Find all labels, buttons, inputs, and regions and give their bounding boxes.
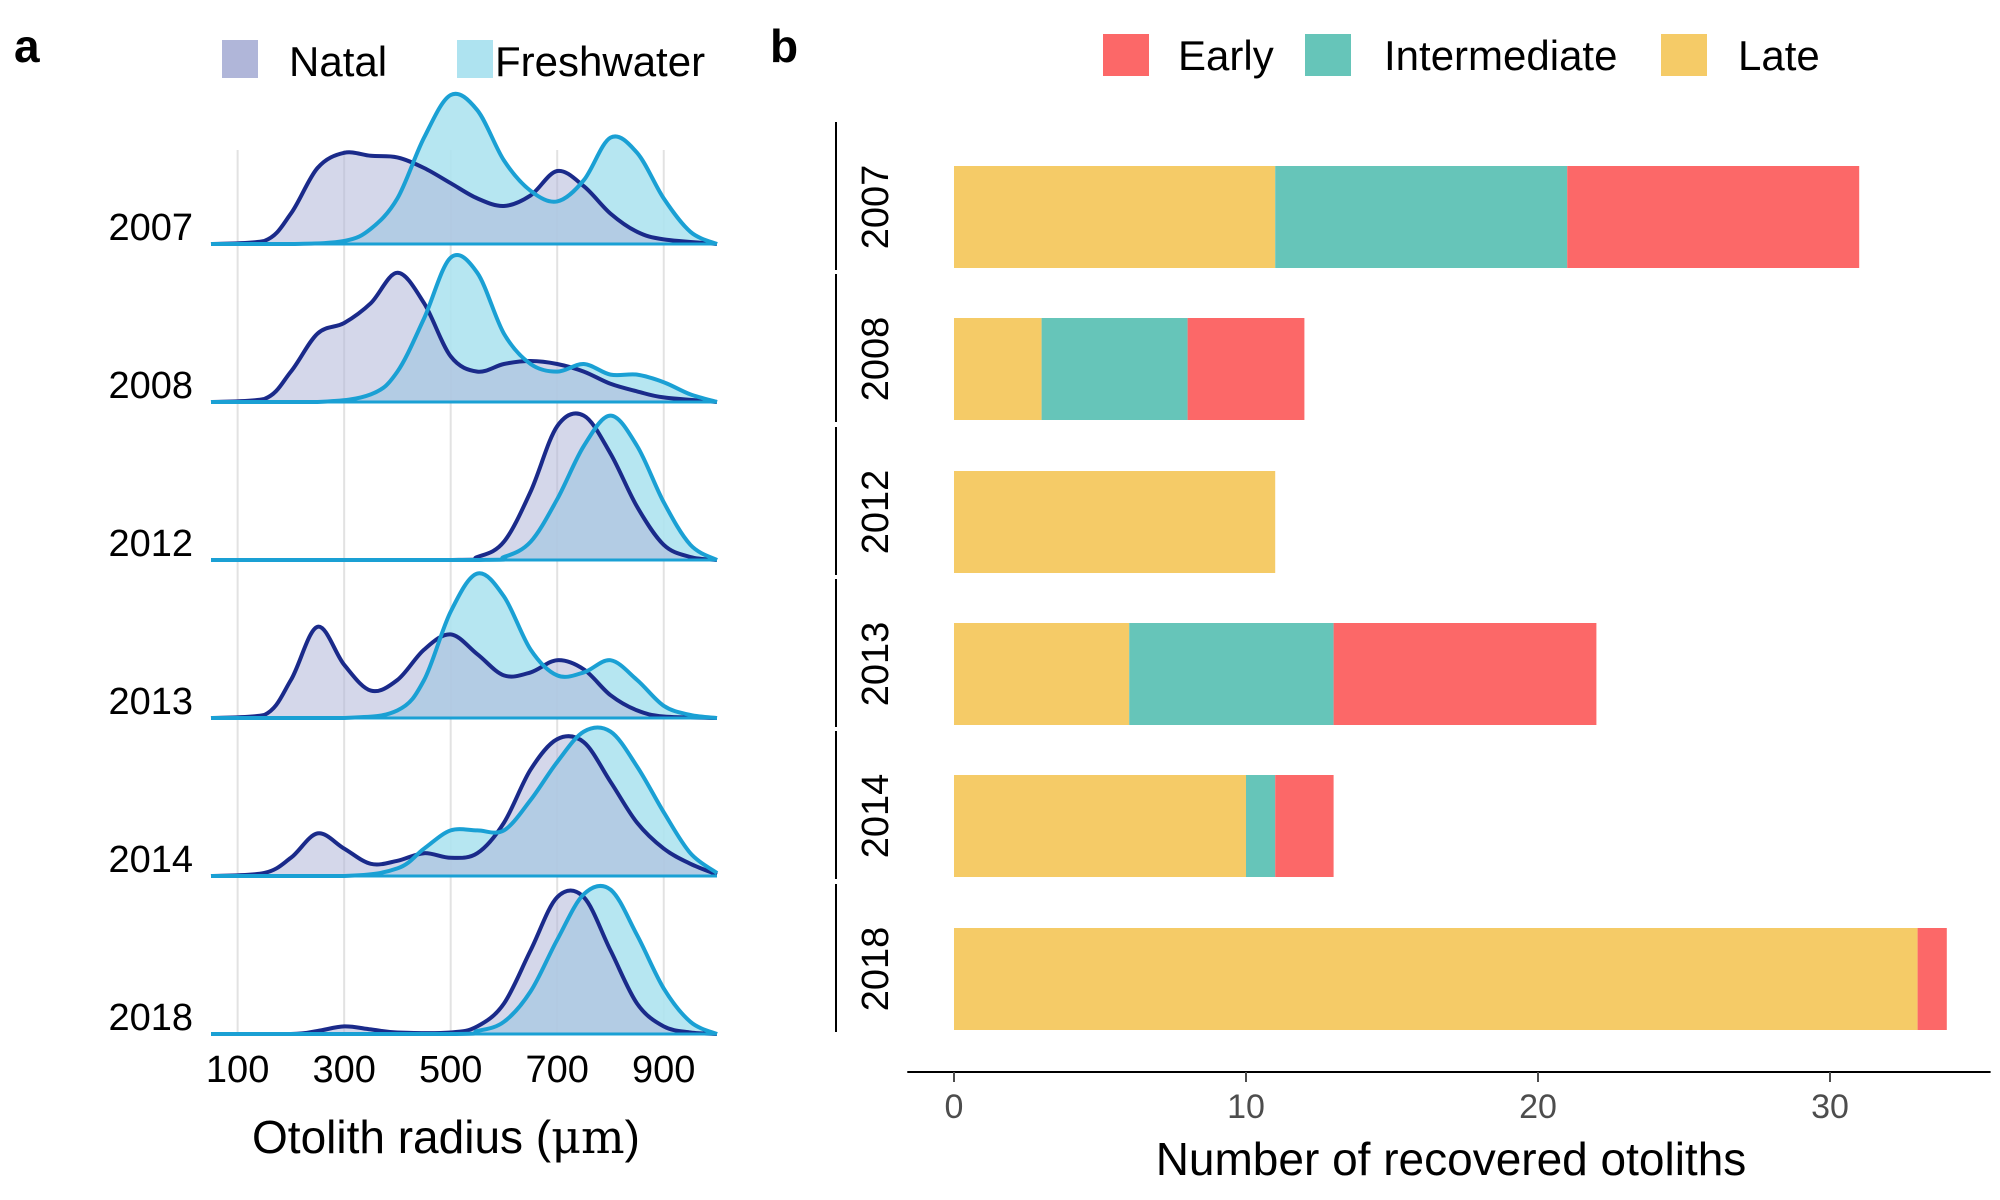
legend-swatch-natal: [222, 40, 258, 78]
freshwater-line-2008: [211, 253, 718, 404]
panel-b-x-axis: 0 10 20 30: [907, 1071, 1991, 1126]
bar-2013-late: [954, 623, 1130, 725]
ridge-2018: [211, 883, 718, 1037]
panel-b-legend: Early Intermediate Late: [1103, 32, 1820, 79]
bar-2007-early: [1567, 166, 1860, 268]
ridge-2007: [210, 91, 718, 247]
bar-row-2018: [954, 928, 1947, 1030]
freshwater-area-2008: [211, 254, 717, 402]
freshwater-line-2014: [210, 725, 719, 879]
x-tick-label-b-20: 20: [1519, 1088, 1557, 1126]
year-label-b-2013: 2013: [855, 622, 897, 707]
panel-a-x-axis-title: Otolith radius (μm): [252, 1110, 640, 1164]
year-label-b-2007: 2007: [855, 165, 897, 250]
year-label-2012: 2012: [108, 523, 193, 565]
legend-swatch-late: [1661, 34, 1707, 76]
x-tick-label-b-10: 10: [1227, 1088, 1265, 1126]
year-label-b-2012: 2012: [855, 470, 897, 555]
bar-2007-intermediate: [1275, 166, 1568, 268]
panel-a-letter: a: [14, 20, 40, 72]
x-tick-label-500: 500: [419, 1049, 482, 1091]
panel-b-letter: b: [770, 20, 798, 72]
panel-b-year-labels: 2007 2008 2012 2013 2014 2018: [835, 122, 897, 1032]
bar-2007-late: [954, 166, 1276, 268]
x-tick-label-b-30: 30: [1811, 1088, 1849, 1126]
bar-row-2013: [954, 623, 1597, 725]
year-label-2008: 2008: [108, 365, 193, 407]
bar-2013-early: [1333, 623, 1597, 725]
year-label-2007: 2007: [108, 207, 193, 249]
natal-line-2014: [210, 734, 718, 878]
freshwater-line-2013: [211, 571, 718, 721]
natal-area-2018: [211, 890, 717, 1034]
year-label-b-2008: 2008: [855, 317, 897, 402]
bar-2014-early: [1275, 775, 1334, 877]
panel-b-stacked-bars: b Early Intermediate Late 20072008201220…: [770, 20, 1991, 1185]
natal-area-2008: [211, 272, 717, 402]
ridge-2014: [210, 725, 719, 879]
year-label-2014: 2014: [108, 839, 193, 881]
panel-b-x-axis-title: Number of recovered otoliths: [1156, 1133, 1747, 1185]
legend-swatch-early: [1103, 34, 1149, 76]
legend-swatch-intermediate: [1305, 34, 1351, 76]
year-label-b-2014: 2014: [855, 774, 897, 859]
natal-line-2008: [210, 270, 718, 404]
x-tick-label-100: 100: [206, 1049, 269, 1091]
x-tick-label-300: 300: [312, 1049, 375, 1091]
bar-2018-late: [954, 928, 1918, 1030]
natal-area-2014: [211, 736, 717, 876]
year-label-2018: 2018: [108, 997, 193, 1039]
bar-2014-late: [954, 775, 1246, 877]
bar-2014-intermediate: [1246, 775, 1276, 877]
bar-row-2012: [954, 471, 1276, 573]
bar-row-2007: [954, 166, 1860, 268]
bar-2012-late: [954, 471, 1276, 573]
legend-label-natal: Natal: [289, 38, 387, 85]
legend-swatch-freshwater: [457, 40, 493, 78]
year-label-b-2018: 2018: [855, 927, 897, 1012]
natal-line-2018: [211, 888, 718, 1037]
bar-2008-late: [954, 318, 1042, 420]
legend-label-late: Late: [1738, 32, 1820, 79]
x-tick-label-700: 700: [526, 1049, 589, 1091]
natal-area-2013: [211, 626, 717, 718]
bar-2008-intermediate: [1041, 318, 1188, 420]
bar-row-2008: [954, 318, 1305, 420]
panel-a-year-labels: 2007 2008 2012 2013 2014 2018: [108, 207, 193, 1039]
legend-label-intermediate: Intermediate: [1384, 32, 1617, 79]
natal-area-2007: [211, 152, 717, 244]
panel-a-density-ridges: a Natal Freshwater 200720082012201320142…: [14, 20, 719, 1164]
panel-a-ridges: [210, 91, 719, 1037]
micro-symbol: μm: [551, 1110, 625, 1164]
ridge-2013: [210, 571, 718, 721]
bar-row-2014: [954, 775, 1334, 877]
x-tick-label-b-0: 0: [945, 1088, 964, 1126]
natal-line-2007: [210, 150, 718, 246]
year-label-2013: 2013: [108, 681, 193, 723]
legend-label-early: Early: [1178, 32, 1274, 79]
legend-label-freshwater: Freshwater: [495, 38, 705, 85]
bar-2008-early: [1187, 318, 1305, 420]
x-tick-label-900: 900: [632, 1049, 695, 1091]
panel-a-legend: Natal Freshwater: [222, 38, 705, 85]
freshwater-line-2007: [211, 91, 718, 247]
ridge-2008: [210, 253, 718, 404]
natal-area-2012: [211, 413, 717, 560]
panel-a-x-ticks: 100 300 500 700 900: [206, 1049, 696, 1091]
ridge-2012: [211, 411, 718, 563]
natal-line-2013: [210, 624, 718, 720]
bar-2018-early: [1917, 928, 1947, 1030]
panel-b-bars: [954, 166, 1947, 1030]
bar-2013-intermediate: [1129, 623, 1334, 725]
